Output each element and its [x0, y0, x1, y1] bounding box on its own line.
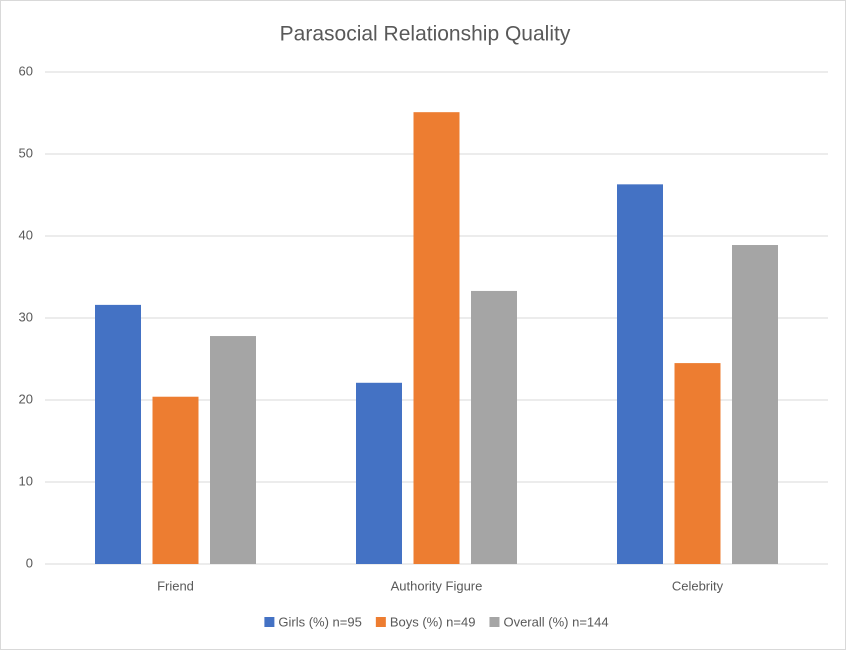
bar	[152, 396, 199, 564]
y-tick-label: 30	[19, 309, 33, 324]
legend-label: Overall (%) n=144	[503, 614, 608, 629]
legend-swatch	[375, 617, 386, 627]
chart-title: Parasocial Relationship Quality	[280, 23, 571, 46]
y-tick-label: 40	[19, 227, 33, 242]
x-tick-label: Celebrity	[672, 578, 724, 593]
legend-label: Girls (%) n=95	[278, 614, 361, 629]
bar	[732, 245, 778, 564]
bar	[617, 184, 663, 564]
y-tick-label: 50	[19, 145, 33, 160]
y-tick-label: 0	[26, 555, 33, 570]
y-tick-label: 10	[19, 473, 33, 488]
x-tick-label: Friend	[157, 578, 194, 593]
bar	[413, 112, 460, 565]
legend-swatch	[264, 617, 275, 627]
y-tick-label: 20	[19, 391, 33, 406]
bar	[210, 336, 256, 564]
bar	[471, 290, 517, 564]
x-tick-label: Authority Figure	[391, 578, 483, 593]
y-tick-label: 60	[19, 63, 33, 78]
bar	[95, 304, 141, 564]
legend-swatch	[489, 617, 500, 627]
bar	[356, 382, 402, 564]
bar	[674, 363, 721, 564]
legend-label: Boys (%) n=49	[390, 614, 476, 629]
